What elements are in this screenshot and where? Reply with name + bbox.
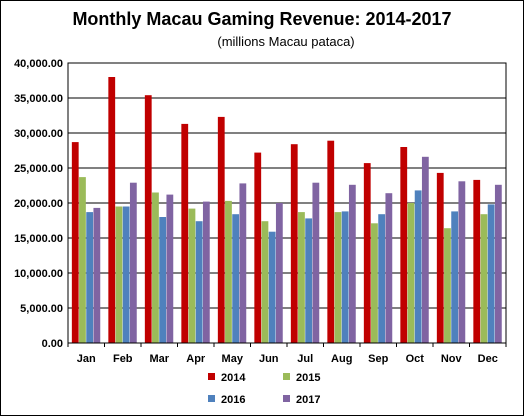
x-tick-label: Aug xyxy=(331,353,352,365)
x-tick-label: Apr xyxy=(186,353,206,365)
x-tick-label: Jan xyxy=(77,353,96,365)
bar-2016-mar xyxy=(159,217,167,343)
legend-swatch-2016 xyxy=(208,395,215,402)
bar-2014-mar xyxy=(144,95,152,343)
bar-2014-aug xyxy=(327,140,335,343)
bar-2014-oct xyxy=(400,147,408,343)
bar-2015-jun xyxy=(261,221,269,343)
bar-2014-dec xyxy=(473,179,481,343)
chart-subtitle: (millions Macau pataca) xyxy=(217,34,355,49)
bar-2017-aug xyxy=(348,184,356,343)
bar-2014-jun xyxy=(254,152,262,343)
y-tick-label: 5,000.00 xyxy=(20,303,63,315)
legend-swatch-2014 xyxy=(208,373,215,380)
bar-2014-nov xyxy=(436,172,444,343)
y-tick-label: 0.00 xyxy=(42,338,63,350)
bar-2017-mar xyxy=(166,194,174,343)
bar-2017-jan xyxy=(93,207,101,343)
bar-2016-jul xyxy=(305,218,313,343)
bar-2015-jan xyxy=(79,177,86,343)
bar-2015-aug xyxy=(334,212,342,343)
bar-2017-dec xyxy=(494,184,502,343)
y-tick-label: 40,000.00 xyxy=(14,58,63,70)
y-tick-label: 30,000.00 xyxy=(14,128,63,140)
bar-2015-dec xyxy=(480,214,488,343)
bar-2015-apr xyxy=(188,208,196,343)
x-tick-label: Mar xyxy=(149,353,169,365)
chart-title: Monthly Macau Gaming Revenue: 2014-2017 xyxy=(72,9,452,29)
bar-2014-sep xyxy=(363,163,371,343)
x-tick-label: Jun xyxy=(259,353,279,365)
legend-label-2016: 2016 xyxy=(221,394,245,406)
bar-2016-may xyxy=(232,214,240,343)
bar-2015-feb xyxy=(115,206,123,343)
bar-2016-apr xyxy=(195,221,203,343)
legend-label-2015: 2015 xyxy=(296,372,320,384)
bar-2017-jul xyxy=(312,182,320,343)
x-tick-label: Jul xyxy=(297,353,313,365)
x-tick-label: Feb xyxy=(113,353,133,365)
bar-2015-sep xyxy=(371,223,378,343)
bar-2014-apr xyxy=(181,123,189,344)
bar-2017-sep xyxy=(385,193,393,343)
bar-2016-aug xyxy=(341,211,349,343)
x-tick-label: Oct xyxy=(406,353,425,365)
bar-2014-may xyxy=(217,116,225,344)
y-tick-label: 20,000.00 xyxy=(14,198,63,210)
bar-2015-mar xyxy=(152,192,159,343)
x-tick-label: Nov xyxy=(441,353,463,365)
bar-2016-jun xyxy=(268,231,276,343)
bar-2014-feb xyxy=(108,77,116,343)
y-tick-label: 25,000.00 xyxy=(14,163,63,175)
y-tick-label: 15,000.00 xyxy=(14,233,63,245)
legend-label-2017: 2017 xyxy=(296,394,320,406)
y-tick-label: 10,000.00 xyxy=(14,268,63,280)
bar-2015-may xyxy=(225,200,232,343)
legend-swatch-2017 xyxy=(283,395,290,402)
bar-2017-oct xyxy=(421,156,429,343)
x-tick-label: May xyxy=(222,353,244,365)
bar-2017-apr xyxy=(202,201,210,343)
bar-2016-sep xyxy=(378,214,386,343)
bar-2015-jul xyxy=(298,212,305,343)
legend-swatch-2015 xyxy=(283,373,290,380)
bar-2015-nov xyxy=(444,228,451,343)
bar-2015-oct xyxy=(407,203,415,343)
bar-2016-nov xyxy=(451,211,459,343)
bar-2014-jan xyxy=(71,142,79,343)
x-tick-label: Dec xyxy=(478,353,498,365)
bar-2017-feb xyxy=(129,182,137,343)
bar-2014-jul xyxy=(290,144,298,343)
bar-2017-jun xyxy=(275,203,283,343)
bar-2016-feb xyxy=(122,206,130,343)
legend-label-2014: 2014 xyxy=(221,372,246,384)
bar-2016-oct xyxy=(414,190,422,343)
bar-2017-may xyxy=(239,183,247,343)
bar-2016-jan xyxy=(86,212,94,343)
bar-2016-dec xyxy=(487,204,495,343)
bar-2017-nov xyxy=(458,181,466,343)
x-tick-label: Sep xyxy=(368,353,388,365)
y-tick-label: 35,000.00 xyxy=(14,93,63,105)
